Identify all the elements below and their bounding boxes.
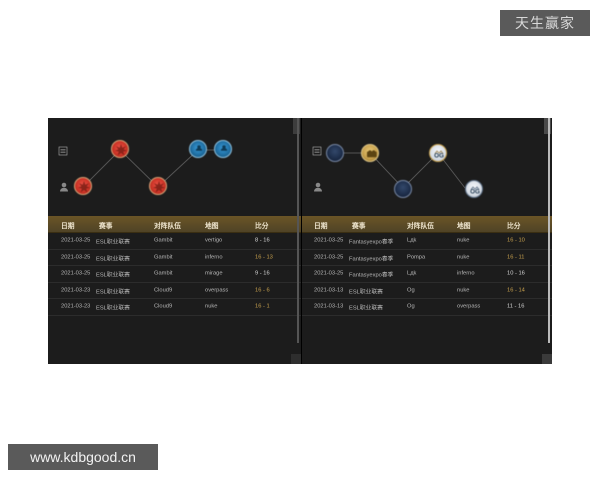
svg-text:OG: OG bbox=[470, 188, 480, 195]
svg-text:OG: OG bbox=[434, 152, 444, 159]
